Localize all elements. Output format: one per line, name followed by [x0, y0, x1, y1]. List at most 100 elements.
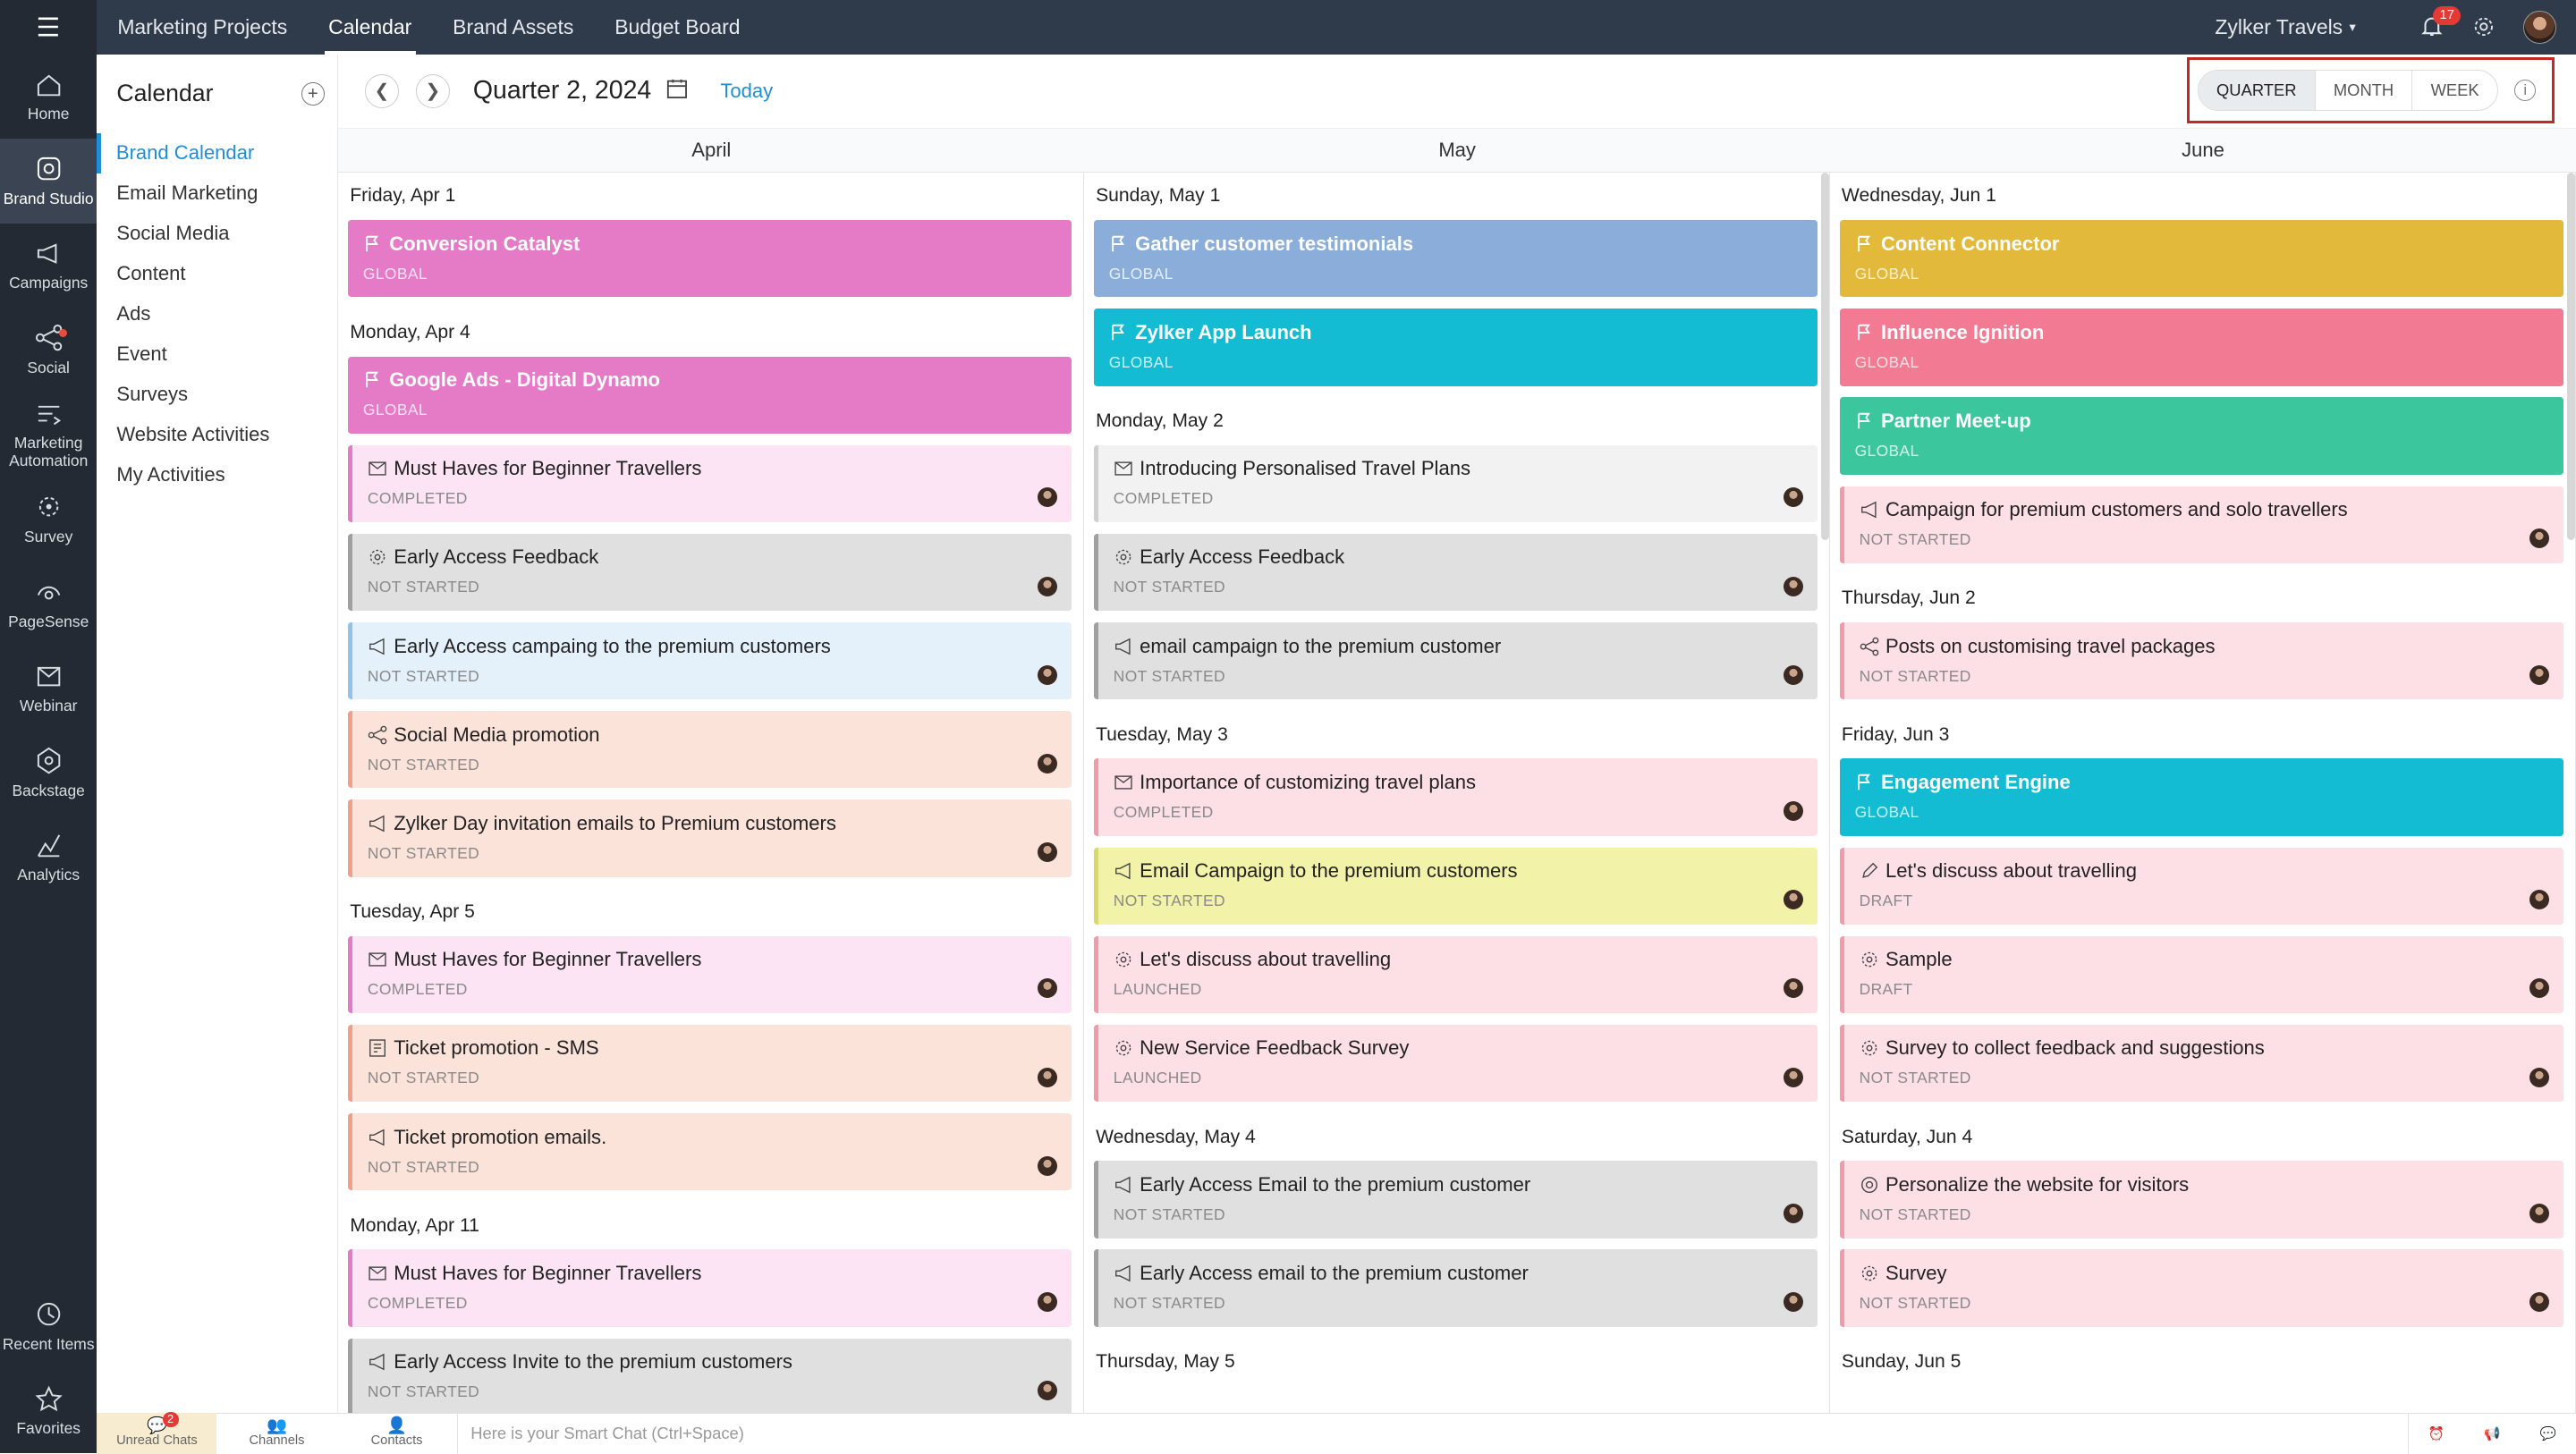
nav-item-webinar[interactable]: Webinar: [0, 647, 97, 731]
view-month-button[interactable]: MONTH: [2316, 71, 2413, 110]
add-calendar-icon[interactable]: +: [301, 81, 325, 106]
activity-card[interactable]: Early Access Feedback NOT STARTED: [348, 533, 1072, 612]
activity-card[interactable]: Let's discuss about travelling LAUNCHED: [1094, 935, 1818, 1013]
activity-card[interactable]: Personalize the website for visitors NOT …: [1840, 1161, 2564, 1238]
activity-card[interactable]: Ticket promotion emails. NOT STARTED: [348, 1113, 1072, 1191]
activity-card[interactable]: Early Access Invite to the premium custo…: [348, 1338, 1072, 1413]
activity-card[interactable]: Email Campaign to the premium customers N…: [1094, 847, 1818, 925]
owner-avatar: [1783, 1067, 1803, 1087]
top-tab-brand-assets[interactable]: Brand Assets: [453, 14, 574, 38]
column-scrollbar[interactable]: [1820, 172, 1830, 541]
activity-card[interactable]: Survey to collect feedback and suggestio…: [1840, 1024, 2564, 1103]
nav-item-survey[interactable]: Survey: [0, 478, 97, 562]
activity-card[interactable]: Campaign for premium customers and solo …: [1840, 486, 2564, 563]
notifications-button[interactable]: 17: [2405, 0, 2462, 55]
top-tab-calendar[interactable]: Calendar: [308, 0, 432, 55]
activity-card[interactable]: Must Haves for Beginner Travellers COMPLE…: [348, 1249, 1072, 1327]
view-quarter-button[interactable]: QUARTER: [2198, 71, 2316, 110]
prev-period-button[interactable]: ❮: [364, 73, 400, 109]
sidebar-item-my-activities[interactable]: My Activities: [116, 463, 225, 486]
nav-item-backstage[interactable]: Backstage: [0, 731, 97, 816]
top-tab-budget-board[interactable]: Budget Board: [614, 14, 741, 38]
sidebar-item-website-activities[interactable]: Website Activities: [116, 423, 270, 446]
event-status: NOT STARTED: [1859, 530, 1971, 549]
smart-chat-input[interactable]: Here is your Smart Chat (Ctrl+Space): [456, 1413, 2408, 1454]
bottom-item-channels[interactable]: 👥 Channels: [216, 1413, 336, 1454]
milestone-card[interactable]: Engagement Engine GLOBAL: [1840, 758, 2564, 836]
user-avatar[interactable]: [2523, 10, 2556, 44]
milestone-card[interactable]: Content Connector GLOBAL: [1840, 220, 2564, 298]
activity-card[interactable]: Sample DRAFT: [1840, 935, 2564, 1013]
activity-card[interactable]: Posts on customising travel packages NOT …: [1840, 621, 2564, 700]
calendar-main: ❮ ❯ Quarter 2, 2024 Today QUARTER MONTH WE…: [338, 54, 2576, 1413]
event-status: NOT STARTED: [367, 1069, 480, 1087]
milestone-card[interactable]: Partner Meet-up GLOBAL: [1840, 397, 2564, 475]
nav-item-social[interactable]: Social: [0, 308, 97, 393]
sidebar-item-social-media[interactable]: Social Media: [116, 222, 230, 245]
nav-item-recent-items[interactable]: Recent Items: [0, 1284, 97, 1369]
nav-item-marketing-automation[interactable]: Marketing Automation: [0, 393, 97, 478]
alarm-icon[interactable]: ⏰: [2428, 1427, 2445, 1442]
event-status: GLOBAL: [1854, 802, 1919, 821]
sidebar-item-surveys[interactable]: Surveys: [116, 383, 188, 406]
milestone-card[interactable]: Influence Ignition GLOBAL: [1840, 309, 2564, 386]
org-switcher[interactable]: Zylker Travels ▾: [2215, 15, 2355, 39]
activity-card[interactable]: email campaign to the premium customer NO…: [1094, 621, 1818, 700]
activity-card[interactable]: Early Access email to the premium custom…: [1094, 1249, 1818, 1327]
sidebar-item-ads[interactable]: Ads: [116, 302, 151, 325]
sidebar-item-email-marketing[interactable]: Email Marketing: [116, 182, 258, 205]
activity-card[interactable]: Survey NOT STARTED: [1840, 1249, 2564, 1327]
next-period-button[interactable]: ❯: [415, 73, 451, 109]
activity-card[interactable]: Ticket promotion - SMS NOT STARTED: [348, 1024, 1072, 1103]
nav-item-label: Home: [27, 105, 70, 123]
activity-card[interactable]: Social Media promotion NOT STARTED: [348, 711, 1072, 789]
webinar-icon: [37, 666, 60, 686]
info-icon[interactable]: i: [2514, 80, 2537, 101]
nav-item-analytics[interactable]: Analytics: [0, 816, 97, 900]
day-label: Saturday, Jun 4: [1841, 1126, 1973, 1147]
owner-avatar: [2529, 1204, 2549, 1224]
menu-icon[interactable]: [0, 0, 97, 55]
activity-card[interactable]: Early Access Email to the premium custom…: [1094, 1161, 1818, 1238]
flag-icon: [1857, 412, 1870, 429]
milestone-card[interactable]: Gather customer testimonials GLOBAL: [1094, 220, 1818, 298]
milestone-card[interactable]: Conversion Catalyst GLOBAL: [348, 220, 1072, 298]
month-column: Friday, Apr 1 Conversion Catalyst GLOBAL Mo…: [338, 172, 1085, 1413]
milestone-card[interactable]: Zylker App Launch GLOBAL: [1094, 309, 1818, 386]
event-title: Early Access Feedback: [394, 545, 599, 569]
nav-item-campaigns[interactable]: Campaigns: [0, 224, 97, 309]
bottom-item-contacts[interactable]: 👤 Contacts: [337, 1413, 457, 1454]
activity-card[interactable]: Must Haves for Beginner Travellers COMPLE…: [348, 935, 1072, 1013]
activity-card[interactable]: Let's discuss about travelling DRAFT: [1840, 847, 2564, 925]
unread-badge: 2: [162, 1412, 179, 1427]
nav-item-home[interactable]: Home: [0, 55, 97, 139]
bottom-item-unread-chats[interactable]: 💬 2 Unread Chats: [97, 1412, 217, 1454]
activity-card[interactable]: Must Haves for Beginner Travellers COMPLE…: [348, 444, 1072, 522]
column-scrollbar[interactable]: [2566, 172, 2575, 541]
chat-window-icon[interactable]: 💬: [2539, 1427, 2556, 1442]
activity-card[interactable]: Early Access Feedback NOT STARTED: [1094, 533, 1818, 612]
view-week-button[interactable]: WEEK: [2430, 80, 2479, 99]
today-button[interactable]: Today: [720, 79, 774, 102]
nav-item-brand-studio[interactable]: Brand Studio: [0, 139, 97, 224]
nav-item-label: Campaigns: [9, 274, 89, 292]
settings-button[interactable]: [2458, 0, 2511, 55]
sidebar-item-brand-calendar[interactable]: Brand Calendar: [97, 132, 337, 173]
activity-card[interactable]: New Service Feedback Survey LAUNCHED: [1094, 1024, 1818, 1103]
calendar-picker-icon[interactable]: [666, 76, 688, 106]
event-title: Survey: [1885, 1262, 1947, 1285]
sms-icon: [369, 1039, 386, 1058]
day-label: Tuesday, May 3: [1096, 723, 1228, 745]
top-tab-marketing-projects[interactable]: Marketing Projects: [117, 14, 288, 38]
activity-card[interactable]: Zylker Day invitation emails to Premium …: [348, 799, 1072, 877]
nav-item-favorites[interactable]: Favorites: [0, 1369, 97, 1454]
announcement-icon[interactable]: 📢: [2484, 1427, 2501, 1442]
sidebar-item-event[interactable]: Event: [116, 342, 167, 366]
nav-item-pagesense[interactable]: PageSense: [0, 562, 97, 647]
activity-card[interactable]: Early Access campaing to the premium cus…: [348, 621, 1072, 700]
sidebar-item-content[interactable]: Content: [116, 262, 186, 285]
milestone-card[interactable]: Google Ads - Digital Dynamo GLOBAL: [348, 356, 1072, 434]
activity-card[interactable]: Importance of customizing travel plans CO…: [1094, 758, 1818, 836]
nav-item-label: Marketing Automation: [9, 434, 89, 470]
activity-card[interactable]: Introducing Personalised Travel Plans COM…: [1094, 444, 1818, 522]
